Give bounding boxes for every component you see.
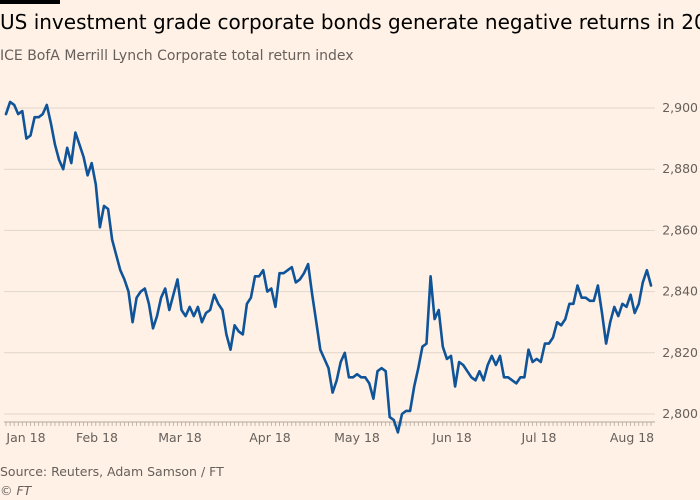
x-axis: Jan 18 Feb 18 Mar 18 Apr 18 May 18 Jun 18 Jul … (4, 421, 655, 445)
x-tick-label: Feb 18 (76, 430, 118, 445)
series-line (4, 100, 653, 434)
ft-credit: © FT (0, 483, 32, 498)
x-tick-label: Jul 18 (521, 430, 557, 445)
gridlines (4, 107, 655, 415)
chart-title: US investment grade corporate bonds gene… (0, 10, 700, 34)
title-accent-bar (0, 0, 60, 4)
x-tick-label: Aug 18 (610, 430, 654, 445)
x-tick-label: May 18 (334, 430, 380, 445)
y-tick-label: 2,800 (662, 406, 698, 421)
y-tick-label: 2,820 (662, 345, 698, 360)
series-lines (4, 100, 653, 434)
x-tick-label: Jun 18 (431, 430, 471, 445)
x-tick-label: Mar 18 (158, 430, 202, 445)
y-tick-label: 2,840 (662, 284, 698, 299)
y-tick-label: 2,860 (662, 222, 698, 237)
y-axis: 2,800 2,820 2,840 2,860 2,880 2,900 (662, 100, 698, 421)
y-tick-label: 2,880 (662, 161, 698, 176)
chart-subtitle: ICE BofA Merrill Lynch Corporate total r… (0, 48, 354, 64)
source-note: Source: Reuters, Adam Samson / FT (0, 464, 224, 479)
x-tick-label: Jan 18 (5, 430, 45, 445)
y-tick-label: 2,900 (662, 100, 698, 115)
x-tick-label: Apr 18 (249, 430, 291, 445)
